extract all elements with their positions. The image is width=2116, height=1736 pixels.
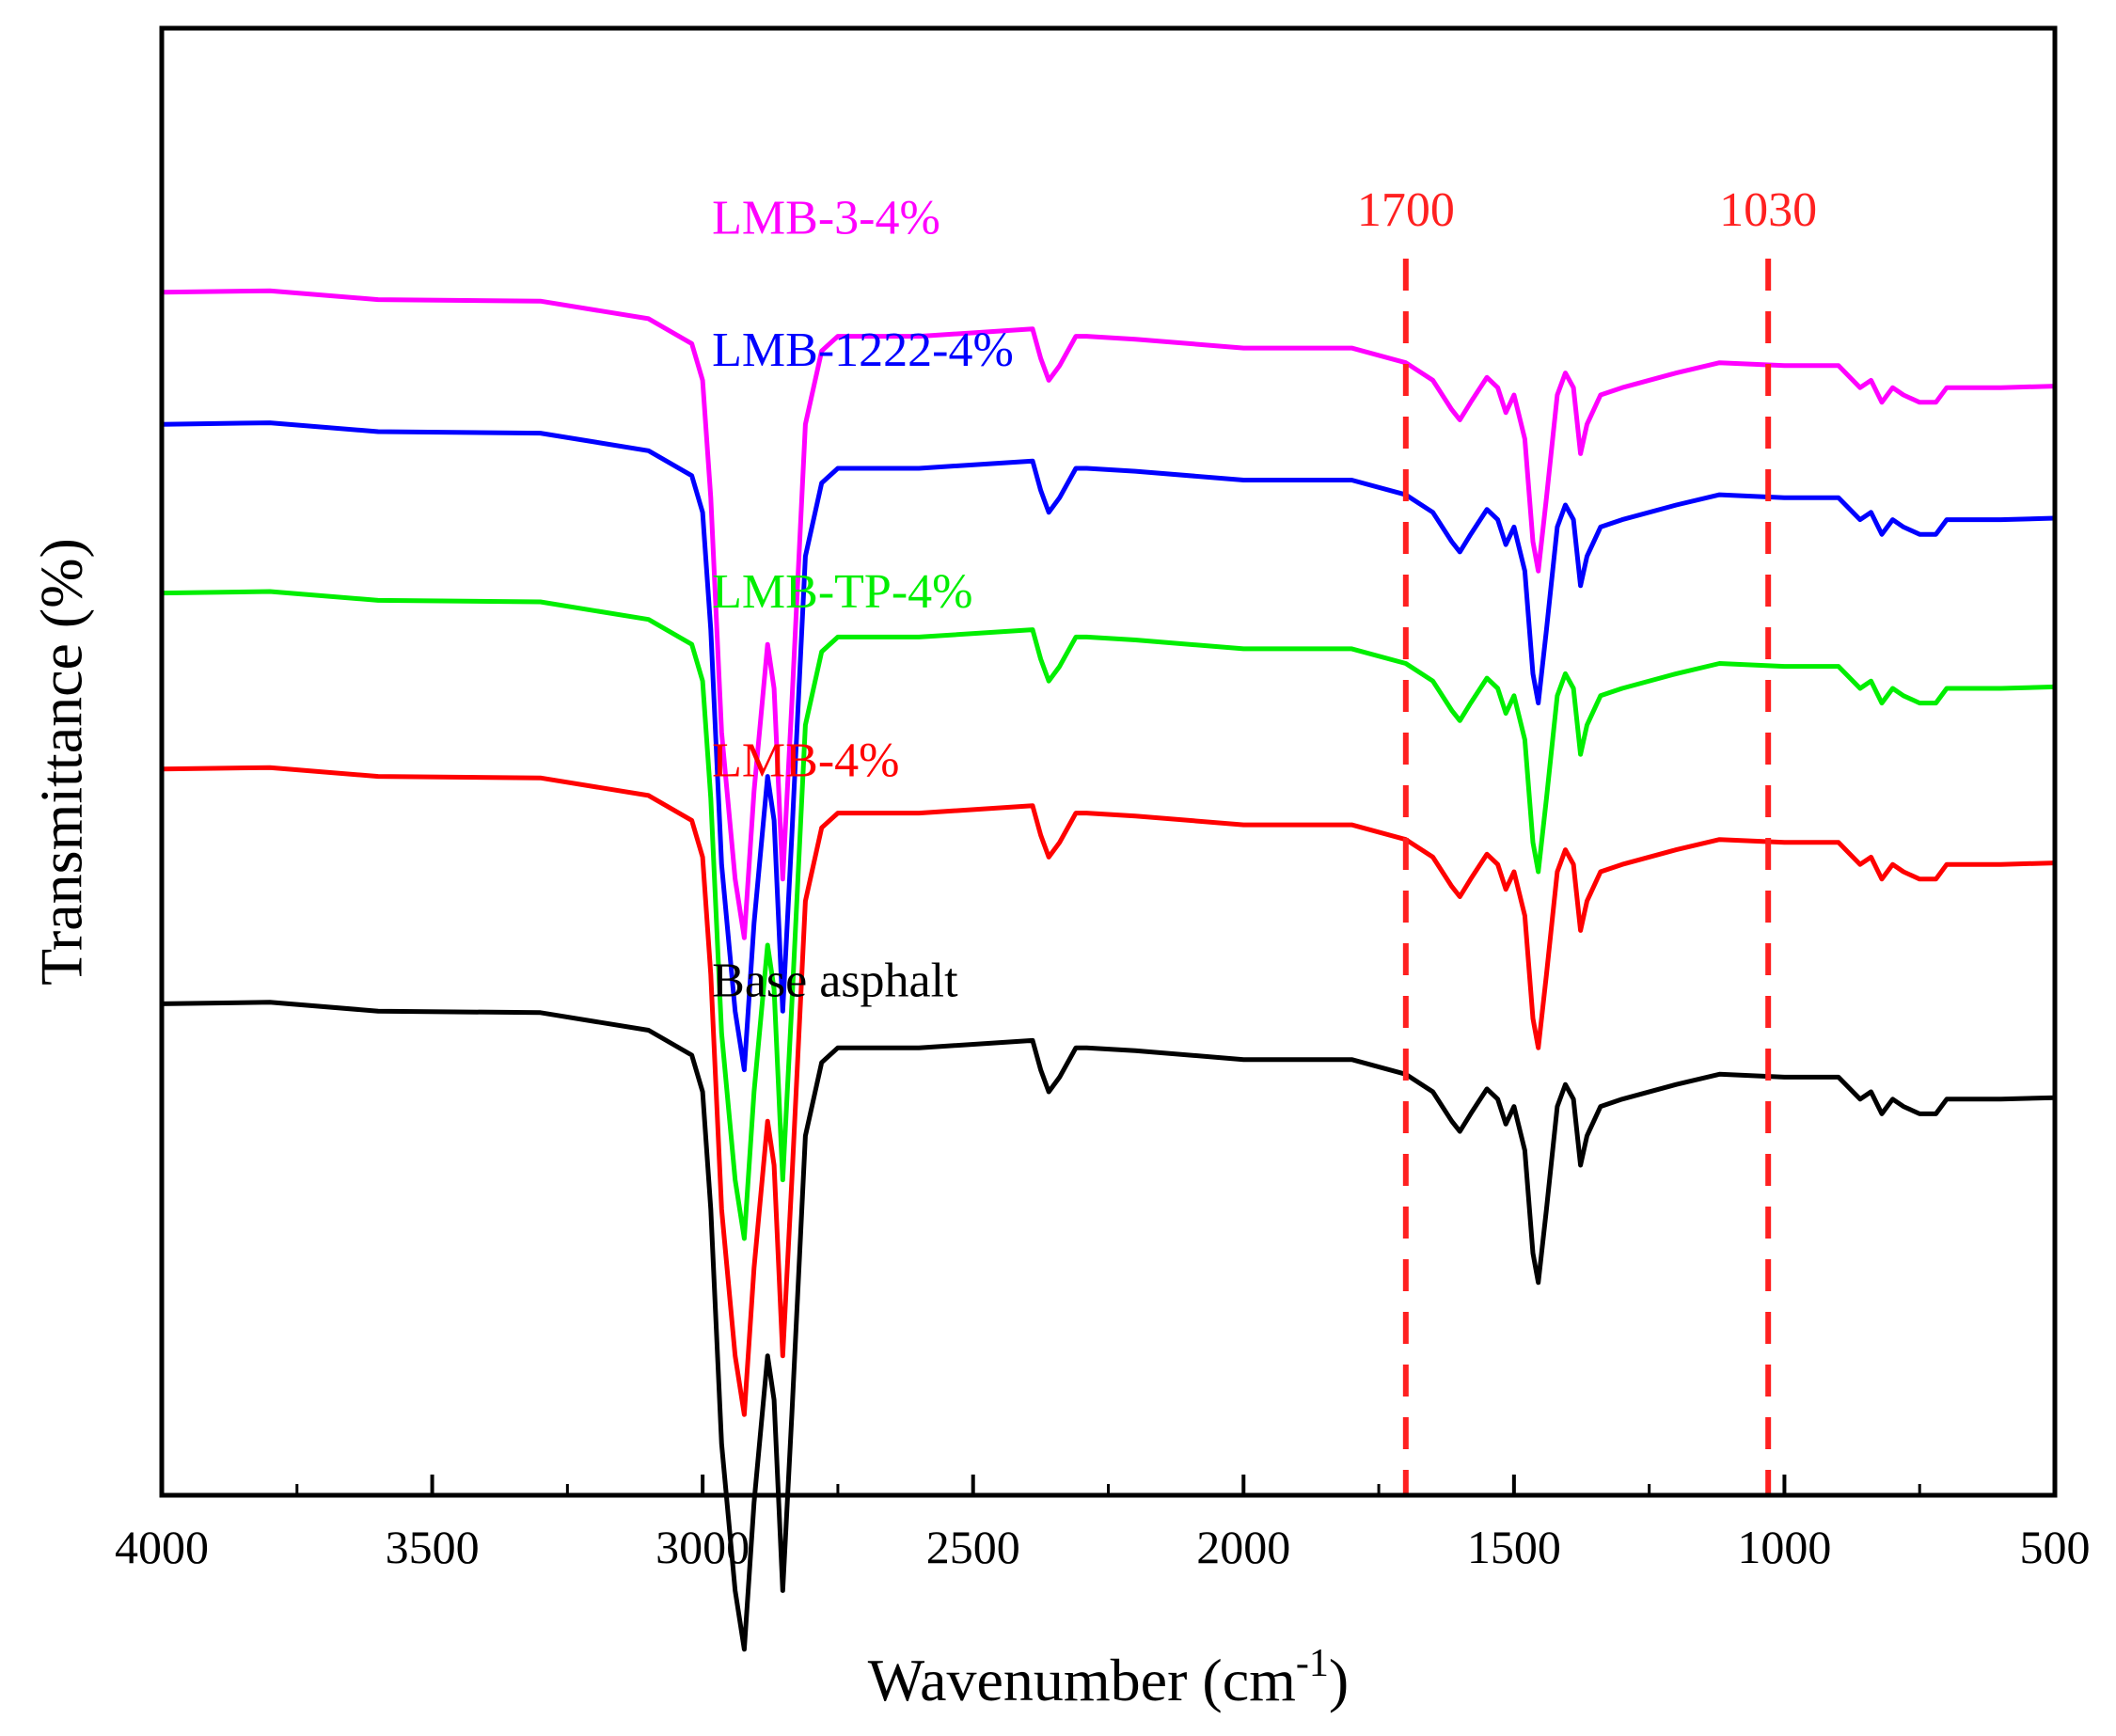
series-label-lmb-1222-4: LMB-1222-4% xyxy=(712,324,1014,377)
x-axis-title-end: ) xyxy=(1329,1647,1349,1713)
plot-frame xyxy=(159,25,2058,1498)
series-layer: LMB-3-4% LMB-1222-4% LMB-TP-4% LMB-4% Base a… xyxy=(159,191,2058,1652)
series-label-lmb-3-4: LMB-3-4% xyxy=(712,191,940,245)
axis-layer: 4000 3500 3000 2500 2000 1500 1000 500 xyxy=(115,1475,2091,1573)
series-label-lmb-4: LMB-4% xyxy=(712,734,899,788)
x-tick-label-1500: 1500 xyxy=(1467,1521,1561,1573)
series-line-lmb-3-4 xyxy=(159,288,2058,940)
annotation-layer: 1700 1030 xyxy=(1357,183,1817,1495)
series-line-lmb-4 xyxy=(159,765,2058,1417)
y-axis-title: Transmittance (%) xyxy=(28,538,95,986)
marker-label-1700: 1700 xyxy=(1357,183,1455,237)
series-line-lmb-1222-4 xyxy=(159,420,2058,1073)
series-line-base-asphalt xyxy=(159,1000,2058,1652)
x-tick-label-2500: 2500 xyxy=(926,1521,1020,1573)
x-tick-label-4000: 4000 xyxy=(115,1521,209,1573)
x-tick-label-3500: 3500 xyxy=(386,1521,480,1573)
x-axis-title: Wavenumber (cm-1) xyxy=(868,1642,1349,1713)
x-tick-label-2000: 2000 xyxy=(1196,1521,1290,1573)
series-label-base-asphalt: Base asphalt xyxy=(712,955,958,1008)
x-axis-title-main: Wavenumber (cm xyxy=(868,1647,1296,1713)
series-label-lmb-tp-4: LMB-TP-4% xyxy=(712,565,972,619)
series-line-lmb-tp-4 xyxy=(159,589,2058,1241)
x-tick-label-1000: 1000 xyxy=(1737,1521,1831,1573)
x-tick-label-3000: 3000 xyxy=(655,1521,750,1573)
marker-label-1030: 1030 xyxy=(1719,183,1817,237)
x-axis-title-sup: -1 xyxy=(1296,1642,1329,1685)
x-tick-label-500: 500 xyxy=(2020,1521,2091,1573)
